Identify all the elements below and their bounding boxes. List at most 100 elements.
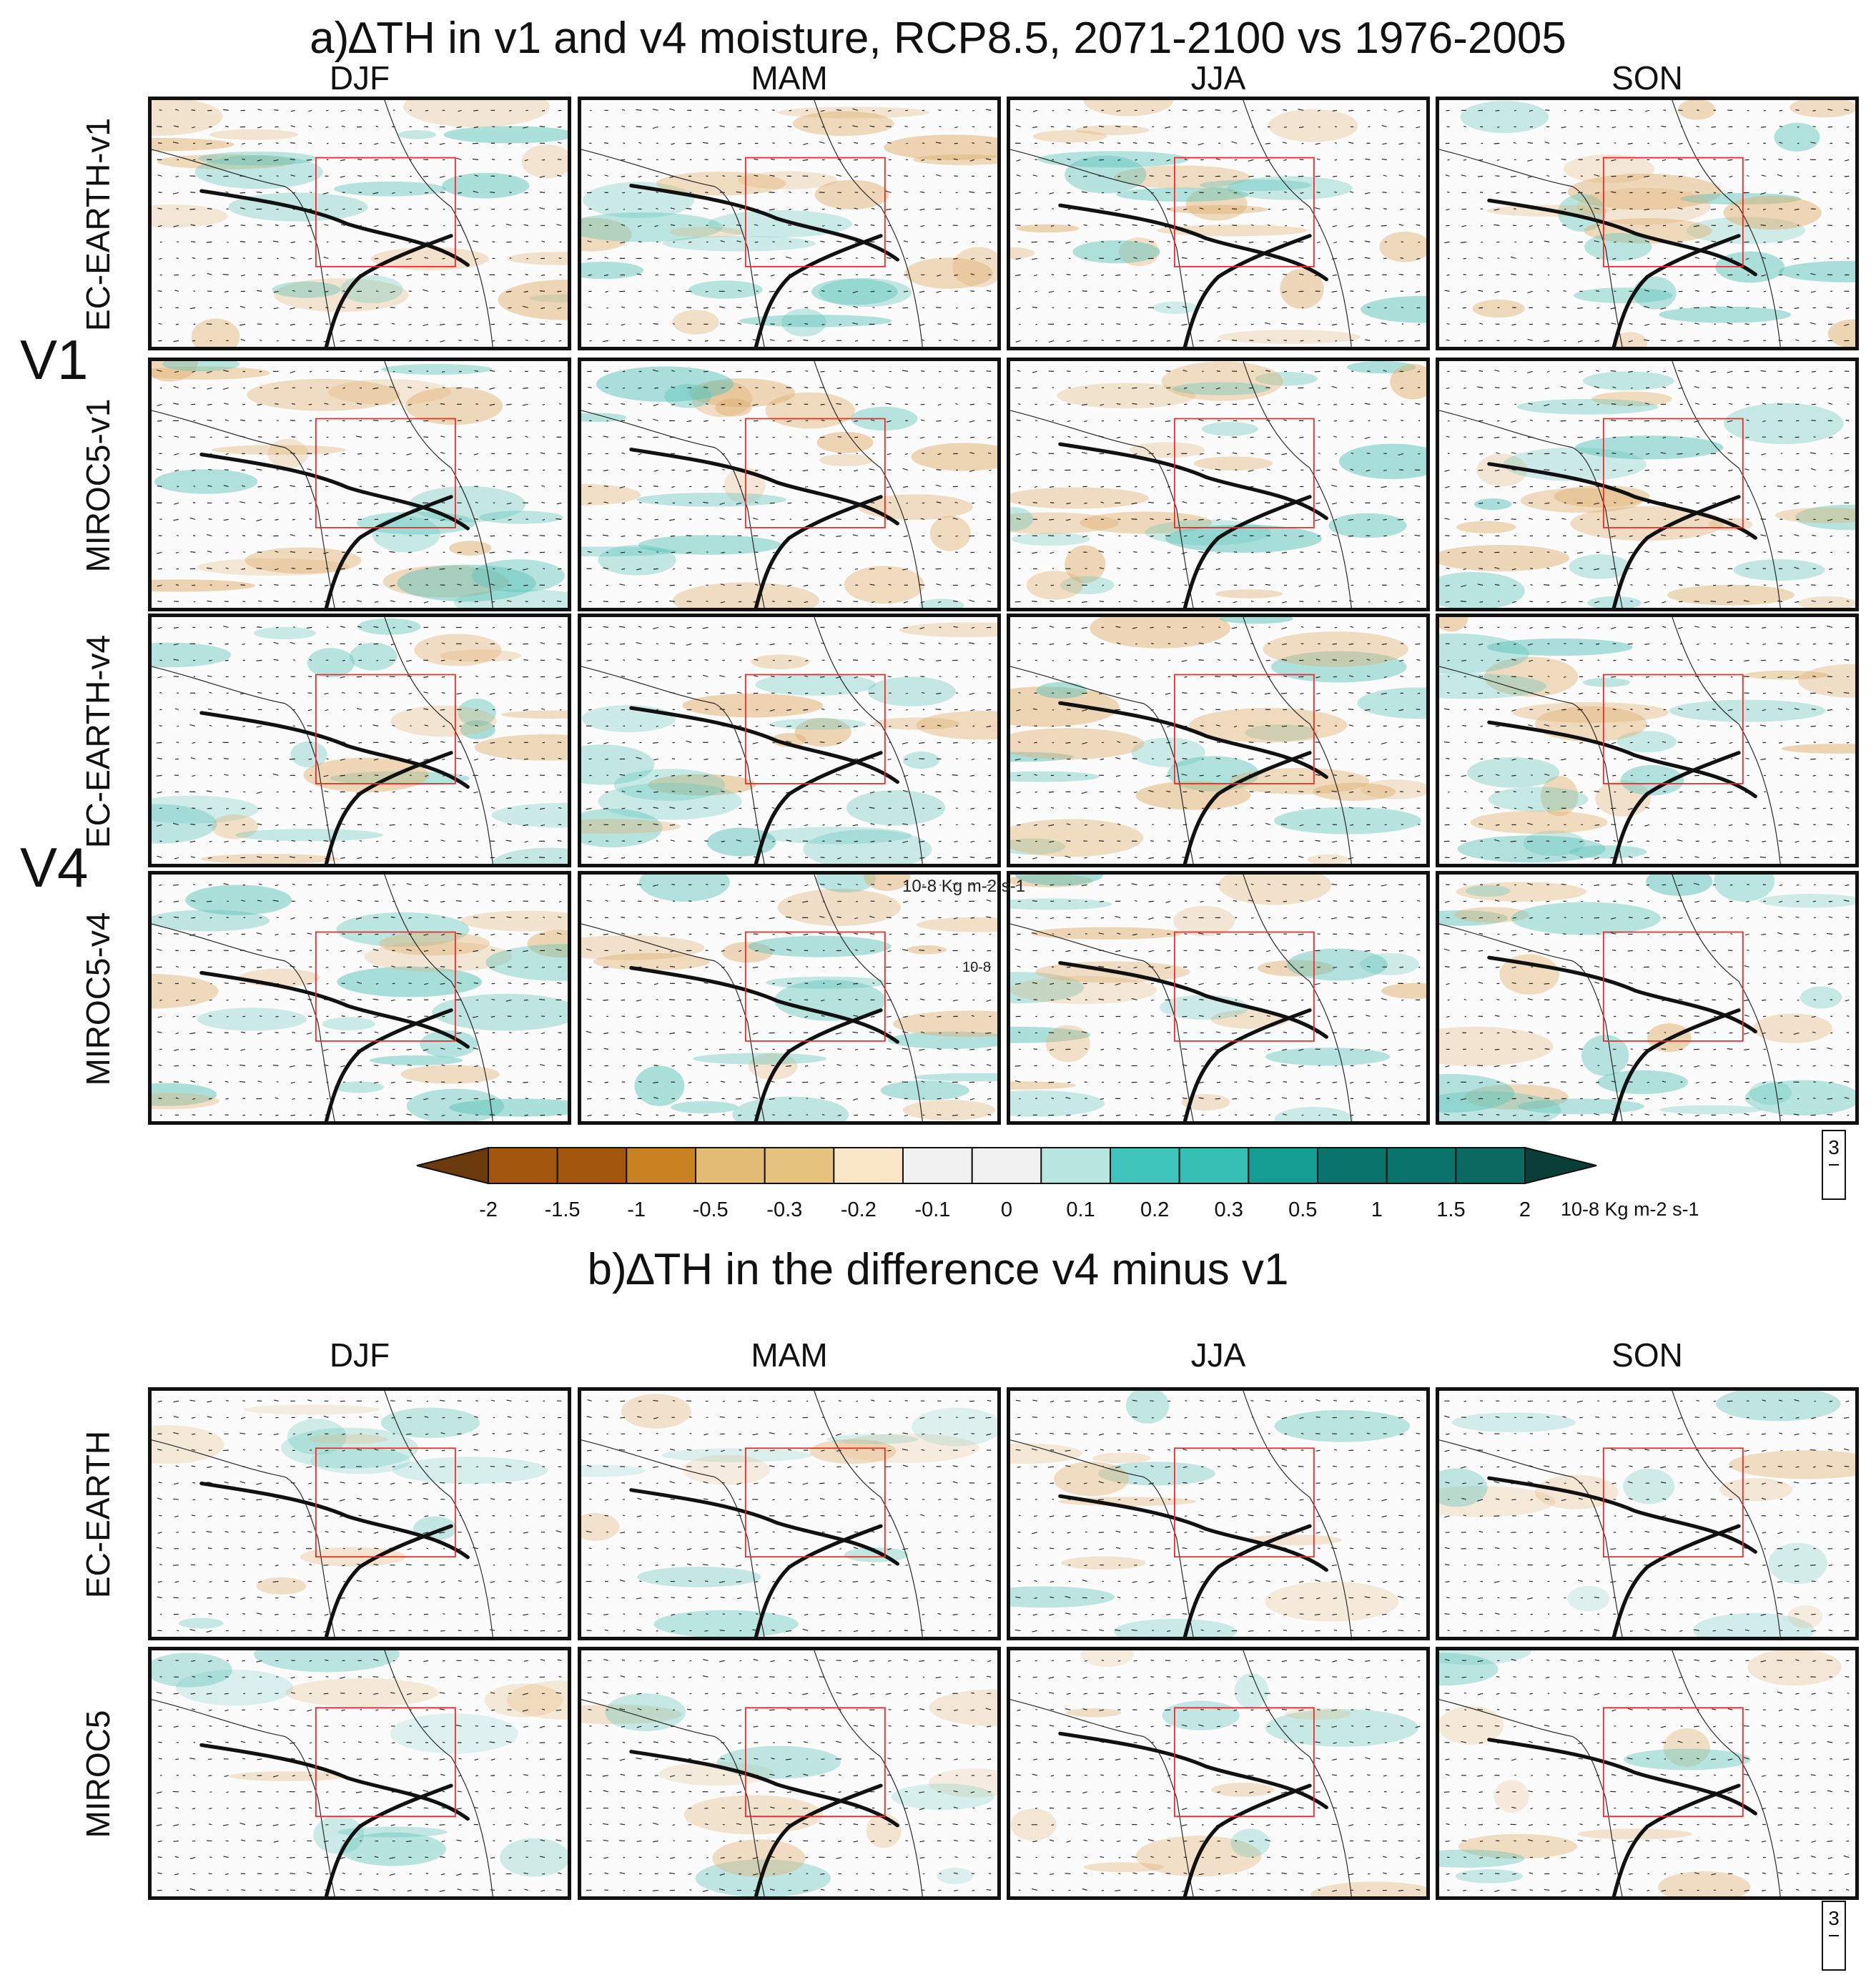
anomaly-shading xyxy=(1215,589,1283,599)
anomaly-shading xyxy=(1753,1013,1832,1043)
anomaly-shading xyxy=(911,443,997,471)
row-label-miroc5-v4: MIROC5-v4 xyxy=(79,912,117,1085)
anomaly-shading xyxy=(634,1065,685,1106)
anomaly-shading xyxy=(1065,545,1106,583)
anomaly-shading xyxy=(194,155,323,189)
anomaly-shading xyxy=(285,1678,439,1708)
anomaly-shading xyxy=(912,154,997,165)
anomaly-shading xyxy=(162,361,240,372)
anomaly-shading xyxy=(1576,187,1712,225)
anomaly-shading xyxy=(748,1052,798,1080)
colorbar-tick-label: 0.1 xyxy=(1066,1198,1095,1221)
map-panel-ec-earth-v1-mam xyxy=(578,97,1001,350)
map-canvas xyxy=(1439,361,1855,608)
colorbar-high-extend xyxy=(1524,1146,1597,1185)
coastline xyxy=(1010,100,1352,347)
map-canvas xyxy=(1439,1391,1855,1637)
anomaly-shading xyxy=(671,1100,739,1114)
anomaly-shading xyxy=(748,935,892,957)
anomaly-shading xyxy=(1357,687,1426,719)
basin-boundary xyxy=(629,184,899,347)
anomaly-shading xyxy=(1036,681,1087,699)
reference-vector-a: 3 xyxy=(1822,1130,1846,1200)
map-panel-ec-earth-mam xyxy=(578,1387,1001,1640)
anomaly-shading xyxy=(350,642,398,671)
anomaly-shading xyxy=(1010,1090,1105,1117)
anomaly-shading xyxy=(1092,1452,1151,1464)
basin-boundary xyxy=(1487,955,1757,1121)
map-canvas xyxy=(581,875,997,1121)
colorbar-tick-label: 0.5 xyxy=(1288,1198,1318,1221)
anomaly-shading xyxy=(1080,1650,1134,1667)
map-panel-miroc5-v1-jja xyxy=(1007,358,1430,611)
anomaly-shading xyxy=(621,1394,691,1429)
study-region-box xyxy=(745,674,886,784)
anomaly-shading xyxy=(816,875,877,893)
anomaly-shading xyxy=(581,217,632,252)
study-region-box xyxy=(315,931,456,1042)
anomaly-shading xyxy=(152,910,270,932)
anomaly-shading xyxy=(1083,1862,1165,1873)
colorbar-segment xyxy=(833,1147,904,1184)
map-panel-ec-earth-jja xyxy=(1007,1387,1430,1640)
anomaly-shading xyxy=(1623,1468,1675,1504)
map-panel-ec-earth-djf xyxy=(148,1387,571,1640)
wind-vectors xyxy=(156,626,562,860)
anomaly-shading xyxy=(1265,1581,1399,1622)
anomaly-shading xyxy=(1719,1478,1793,1502)
study-region-box xyxy=(1174,157,1315,267)
study-region-box xyxy=(1603,1447,1744,1558)
anomaly-shading xyxy=(826,1434,919,1444)
basin-boundary xyxy=(1487,462,1757,608)
anomaly-shading xyxy=(484,1683,563,1718)
anomaly-shading xyxy=(1798,596,1855,608)
anomaly-shading xyxy=(1360,952,1420,975)
anomaly-shading xyxy=(1010,976,1157,1005)
anomaly-shading xyxy=(1499,954,1560,995)
anomaly-shading xyxy=(1185,187,1248,221)
anomaly-shading xyxy=(272,281,341,298)
anomaly-shading xyxy=(1774,122,1820,152)
anomaly-shading xyxy=(846,790,946,826)
anomaly-shading xyxy=(581,546,678,557)
anomaly-shading xyxy=(290,741,327,768)
anomaly-shading xyxy=(716,1745,841,1779)
basin-boundary xyxy=(629,448,899,608)
anomaly-shading xyxy=(209,129,299,140)
anomaly-shading xyxy=(1015,875,1104,886)
study-region-box xyxy=(315,1447,456,1558)
anomaly-shading xyxy=(336,912,470,947)
anomaly-shading xyxy=(765,976,888,989)
anomaly-shading xyxy=(755,673,877,696)
anomaly-shading xyxy=(1075,125,1150,135)
colorbar-segment xyxy=(1178,1147,1250,1184)
map-panel-ec-earth-v4-jja xyxy=(1007,614,1430,867)
anomaly-shading xyxy=(1010,247,1035,259)
basin-boundary xyxy=(199,452,470,608)
anomaly-shading xyxy=(1129,442,1205,458)
anomaly-shading xyxy=(803,829,932,864)
anomaly-shading xyxy=(1597,1070,1689,1095)
anomaly-shading xyxy=(1010,1443,1082,1464)
anomaly-shading xyxy=(1011,532,1090,546)
anomaly-shading xyxy=(867,676,956,706)
colorbar-segment xyxy=(1386,1147,1457,1184)
anomaly-shading xyxy=(370,247,490,271)
anomaly-shading xyxy=(1439,1650,1531,1665)
basin-boundary xyxy=(1058,203,1328,347)
anomaly-shading xyxy=(1328,513,1407,538)
anomaly-shading xyxy=(337,1826,448,1838)
anomaly-shading xyxy=(593,952,710,970)
study-region-box xyxy=(1603,674,1744,784)
map-canvas xyxy=(1439,617,1855,864)
map-panel-ec-earth-v4-mam xyxy=(578,614,1001,867)
wind-vectors xyxy=(1014,625,1421,860)
row-label-miroc5-v1: MIROC5-v1 xyxy=(79,398,117,572)
basin-boundary xyxy=(199,1481,470,1637)
map-panel-miroc5-djf xyxy=(148,1647,571,1900)
anomaly-shading xyxy=(432,993,568,1031)
colorbar-segment xyxy=(1455,1147,1526,1184)
anomaly-shading xyxy=(1523,830,1585,857)
anomaly-shading xyxy=(929,1689,997,1727)
anomaly-shading xyxy=(596,366,734,402)
